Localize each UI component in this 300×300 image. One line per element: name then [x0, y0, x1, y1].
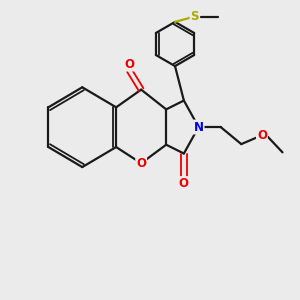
Text: O: O: [124, 58, 134, 70]
Text: S: S: [190, 10, 199, 22]
Text: O: O: [136, 157, 146, 170]
Text: N: N: [194, 121, 204, 134]
Text: O: O: [179, 177, 189, 190]
Text: O: O: [257, 129, 267, 142]
